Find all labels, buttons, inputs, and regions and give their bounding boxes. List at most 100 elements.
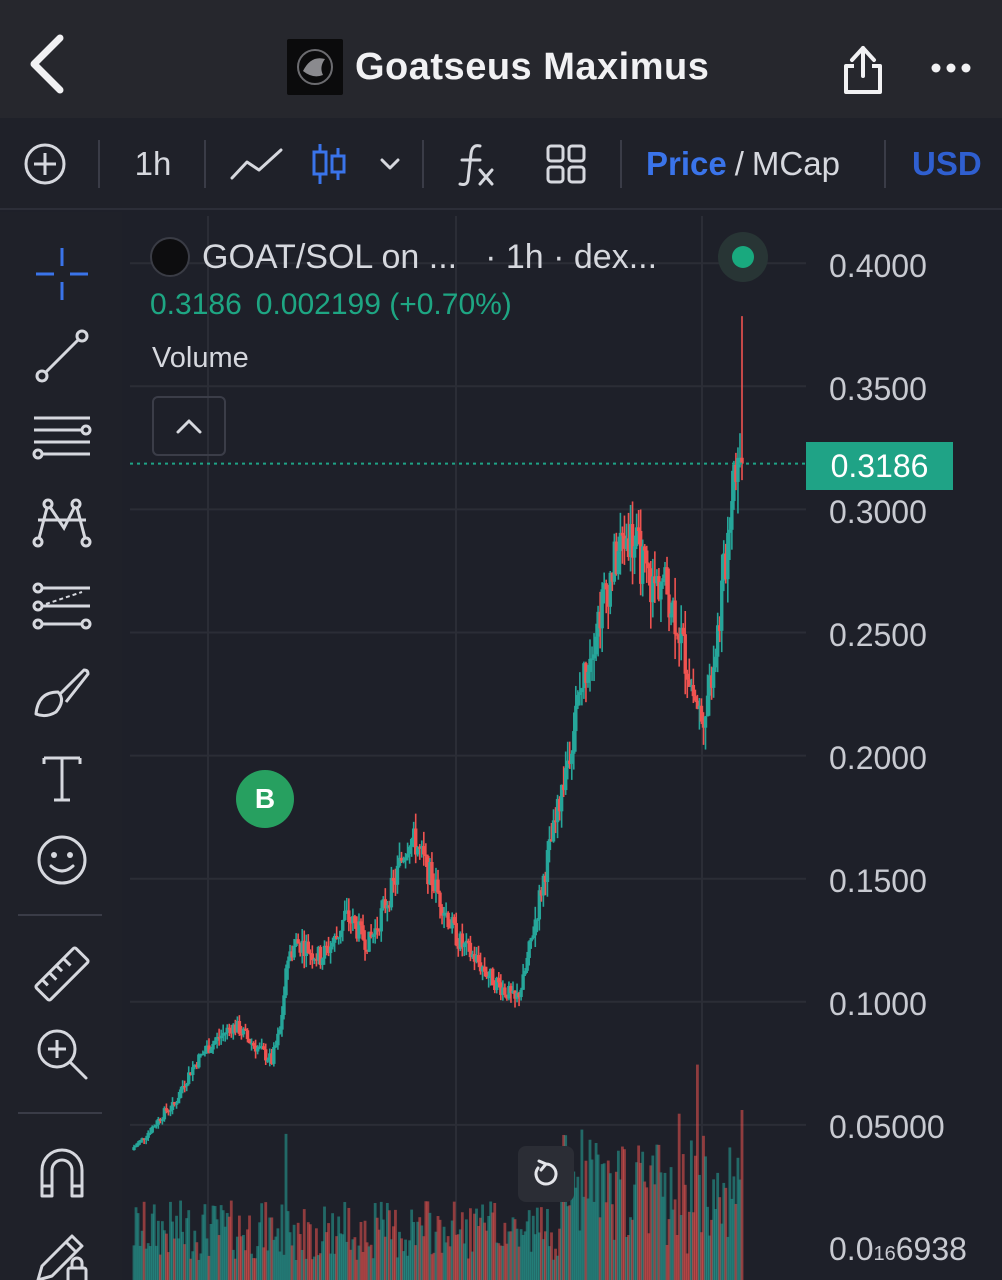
chart-panel[interactable]: GOAT/SOL on ... · 1h · dex... 0.3186 0.00… [130, 216, 1002, 1280]
indicators-button[interactable] [446, 118, 506, 210]
pair-name: GOAT/SOL on ... [202, 237, 458, 276]
candlestick-button[interactable] [304, 118, 354, 210]
volume-bar [158, 1254, 162, 1280]
candle-body [509, 986, 513, 993]
volume-bar [331, 1213, 335, 1280]
text-tool[interactable] [22, 744, 102, 812]
volume-bar [696, 1064, 699, 1280]
horizontal-lines-tool[interactable] [22, 404, 102, 472]
candle-body [472, 954, 477, 962]
volume-bar [379, 1201, 383, 1280]
candle-body [580, 688, 584, 693]
candle-body [201, 1053, 205, 1056]
candle-body [280, 1014, 284, 1030]
volume-bar [580, 1129, 584, 1280]
interval-button[interactable]: 1h [124, 118, 182, 210]
candle-body [213, 1040, 217, 1044]
volume-bar [406, 1255, 409, 1280]
ruler-tool[interactable] [22, 940, 102, 1008]
volume-bar [286, 1211, 290, 1280]
volume-bar [359, 1221, 363, 1280]
chart-type-dropdown[interactable] [372, 118, 408, 210]
candle-body [241, 1028, 246, 1035]
candle-body [318, 946, 323, 965]
emoji-tool[interactable] [22, 826, 102, 894]
candle-body [385, 905, 390, 909]
back-button[interactable] [22, 30, 76, 98]
candle-body [614, 541, 619, 575]
lock-drawings-tool[interactable] [22, 1222, 102, 1280]
volume-bar [722, 1182, 726, 1280]
y-axis-label-min: 0.0166938 [829, 1231, 967, 1268]
volume-bar [649, 1165, 653, 1280]
candle-body [361, 925, 365, 940]
brush-tool[interactable] [22, 658, 102, 726]
candle-body [576, 695, 580, 706]
volume-label: Volume [152, 342, 249, 374]
volume-bar [507, 1231, 511, 1280]
candle-body [730, 501, 734, 530]
prediction-tool[interactable] [22, 572, 102, 640]
pair-meta: · 1h · dex... [485, 237, 658, 276]
status-dot-icon [732, 246, 754, 268]
app-header: Goatseus Maximus [0, 0, 1002, 118]
price-option[interactable]: Price [646, 145, 727, 182]
volume-bar [246, 1229, 249, 1280]
volume-bar [667, 1219, 671, 1280]
volume-bar [383, 1236, 387, 1280]
volume-bar [726, 1236, 730, 1280]
volume-bar [424, 1201, 428, 1280]
candle-body [217, 1036, 221, 1039]
candle-body [622, 535, 627, 549]
candle-body [290, 951, 294, 958]
share-button[interactable] [838, 40, 888, 96]
volume-bar [657, 1144, 661, 1280]
volume-bar [258, 1222, 262, 1280]
candle-body [193, 1064, 197, 1068]
add-symbol-button[interactable] [14, 118, 76, 210]
buy-marker[interactable]: B [236, 770, 294, 828]
candle-body [521, 974, 525, 990]
volume-bar [404, 1239, 407, 1280]
volume-bar [140, 1230, 144, 1280]
pattern-icon [32, 498, 92, 548]
volume-bar [714, 1209, 718, 1280]
collapse-legend-button[interactable] [152, 396, 226, 456]
candle-body [288, 951, 292, 961]
candle-body [168, 1109, 173, 1112]
price-mcap-toggle[interactable]: Price / MCap [646, 118, 858, 210]
volume-bar [497, 1243, 501, 1280]
volume-bar [623, 1149, 626, 1280]
candle-body [608, 572, 612, 607]
volume-bar [355, 1259, 359, 1280]
candle-body [237, 1020, 242, 1034]
reset-chart-button[interactable] [518, 1146, 574, 1202]
pattern-tool[interactable] [22, 486, 102, 554]
more-button[interactable] [926, 54, 976, 82]
line-chart-button[interactable] [226, 118, 288, 210]
candle-body [426, 856, 430, 885]
magnet-tool[interactable] [22, 1138, 102, 1206]
candle-body [541, 875, 546, 896]
volume-bar [473, 1213, 476, 1280]
price-chart[interactable] [130, 216, 1002, 1280]
share-icon [844, 46, 882, 94]
crosshair-tool[interactable] [22, 240, 102, 308]
candle-body [482, 966, 487, 972]
currency-toggle[interactable]: USD [912, 118, 1000, 210]
volume-bar [736, 1157, 740, 1280]
candle-body [578, 692, 582, 696]
volume-bar [440, 1252, 444, 1280]
trend-line-tool[interactable] [22, 322, 102, 390]
volume-bar [702, 1135, 705, 1280]
candle-body [225, 1027, 229, 1033]
candle-body [651, 576, 655, 603]
candle-body [655, 576, 659, 584]
candle-body [462, 943, 467, 948]
mcap-option[interactable]: MCap [751, 145, 840, 182]
layout-button[interactable] [536, 118, 596, 210]
zoom-in-tool[interactable] [22, 1020, 102, 1088]
candle-body [351, 916, 355, 924]
lock-drawings-icon [36, 1234, 88, 1280]
volume-bar [560, 1197, 564, 1280]
